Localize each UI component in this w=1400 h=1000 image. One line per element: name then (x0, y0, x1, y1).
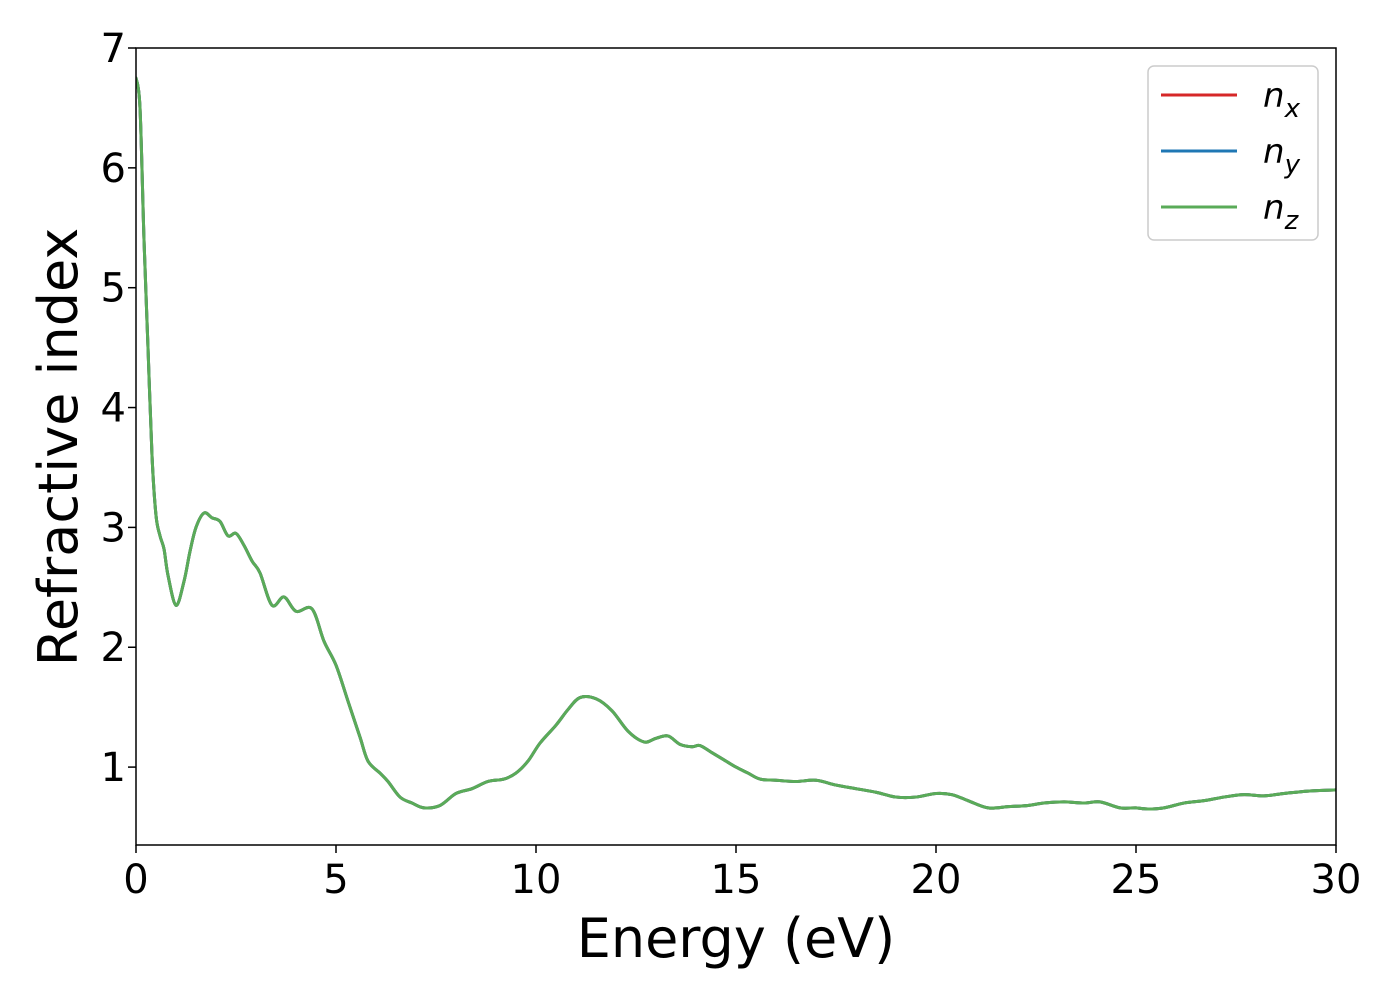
legend-label-n-x: nx (1263, 76, 1301, 124)
series-line-n-z (136, 76, 1336, 811)
x-tick-label: 0 (123, 857, 148, 903)
x-tick-label: 10 (511, 857, 562, 903)
x-tick-label: 20 (911, 857, 962, 903)
legend-label-base: n (1263, 76, 1285, 116)
legend-label-n-z: nz (1263, 188, 1300, 236)
legend-label-subscript: y (1284, 150, 1301, 180)
y-tick-label: 6 (101, 146, 126, 192)
y-axis: 1 2 3 4 5 6 7 (101, 26, 136, 791)
y-axis-label: Refractive index (27, 228, 90, 667)
y-tick-label: 4 (101, 386, 126, 432)
legend-label-n-y: ny (1263, 132, 1301, 180)
legend-label-subscript: x (1284, 94, 1301, 124)
x-tick-label: 15 (711, 857, 762, 903)
y-tick-label: 7 (101, 26, 126, 72)
legend-label-base: n (1263, 132, 1285, 172)
x-tick-label: 25 (1111, 857, 1162, 903)
y-tick-label: 5 (101, 266, 126, 312)
legend-label-base: n (1263, 188, 1285, 228)
x-tick-label: 30 (1311, 857, 1362, 903)
legend-label-subscript: z (1284, 206, 1300, 236)
y-tick-label: 1 (101, 745, 126, 791)
series-layer (136, 76, 1336, 811)
y-tick-label: 2 (101, 625, 126, 671)
x-axis-label: Energy (eV) (577, 907, 896, 970)
y-tick-label: 3 (101, 505, 126, 551)
legend-box (1147, 65, 1319, 241)
x-axis: 0 5 10 15 20 25 30 (123, 845, 1361, 903)
x-tick-label: 5 (323, 857, 348, 903)
